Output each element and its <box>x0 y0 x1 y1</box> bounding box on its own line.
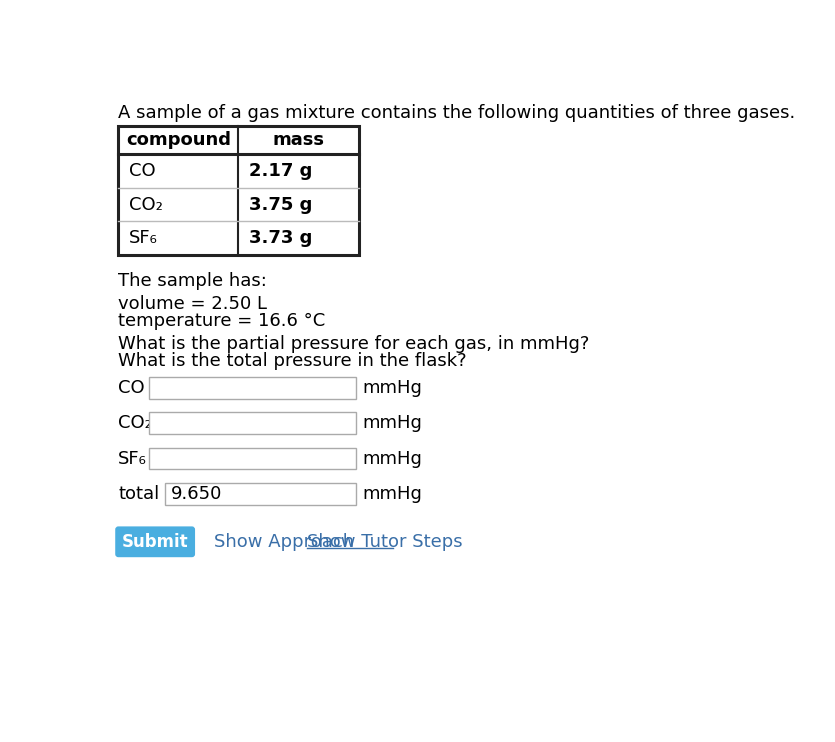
Text: 3.73 g: 3.73 g <box>250 229 312 247</box>
Text: mass: mass <box>272 131 325 149</box>
Text: temperature = 16.6 °C: temperature = 16.6 °C <box>119 312 326 330</box>
Text: A sample of a gas mixture contains the following quantities of three gases.: A sample of a gas mixture contains the f… <box>119 105 796 122</box>
Text: total: total <box>119 485 159 503</box>
Text: compound: compound <box>126 131 231 149</box>
Text: mmHg: mmHg <box>362 379 423 397</box>
Text: mmHg: mmHg <box>362 450 423 467</box>
Bar <box>149 377 357 398</box>
Bar <box>149 413 357 434</box>
Text: CO₂: CO₂ <box>129 196 163 214</box>
Text: mmHg: mmHg <box>362 485 423 503</box>
Bar <box>149 448 357 470</box>
Text: SF₆: SF₆ <box>119 450 147 467</box>
Text: SF₆: SF₆ <box>129 229 158 247</box>
Text: Submit: Submit <box>122 533 189 551</box>
Text: Show Approach: Show Approach <box>214 533 354 551</box>
Text: What is the partial pressure for each gas, in mmHg?: What is the partial pressure for each ga… <box>119 335 590 353</box>
Bar <box>119 126 358 255</box>
Text: 9.650: 9.650 <box>171 485 222 503</box>
Text: CO₂: CO₂ <box>119 414 152 433</box>
Text: volume = 2.50 L: volume = 2.50 L <box>119 295 267 313</box>
Text: mmHg: mmHg <box>362 414 423 433</box>
FancyBboxPatch shape <box>115 526 195 557</box>
Text: CO: CO <box>129 162 156 180</box>
Text: CO: CO <box>119 379 145 397</box>
Bar <box>164 483 357 505</box>
Text: 2.17 g: 2.17 g <box>250 162 312 180</box>
Text: What is the total pressure in the flask?: What is the total pressure in the flask? <box>119 352 467 370</box>
Text: The sample has:: The sample has: <box>119 272 267 290</box>
Text: Show Tutor Steps: Show Tutor Steps <box>306 533 463 551</box>
Text: 3.75 g: 3.75 g <box>250 196 312 214</box>
